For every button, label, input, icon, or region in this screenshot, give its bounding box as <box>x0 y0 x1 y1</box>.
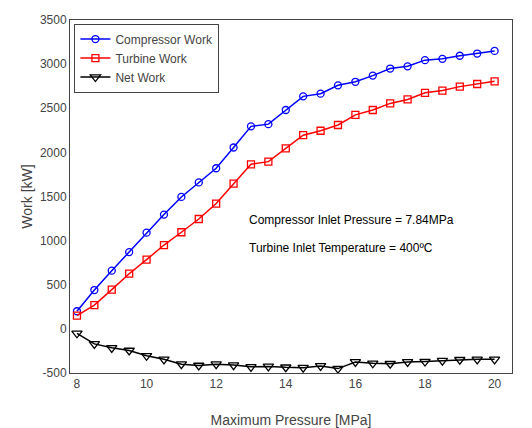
svg-text:16: 16 <box>349 377 363 391</box>
svg-text:Compressor Inlet Pressure = 7.: Compressor Inlet Pressure = 7.84MPa <box>249 213 454 227</box>
svg-text:10: 10 <box>140 377 154 391</box>
svg-text:2500: 2500 <box>40 101 67 115</box>
svg-text:1500: 1500 <box>40 190 67 204</box>
svg-text:Net Work: Net Work <box>115 71 166 85</box>
svg-text:Maximum Pressure [MPa]: Maximum Pressure [MPa] <box>210 412 371 428</box>
svg-text:3500: 3500 <box>40 13 67 27</box>
svg-text:2000: 2000 <box>40 146 67 160</box>
svg-text:3000: 3000 <box>40 57 67 71</box>
svg-text:500: 500 <box>47 278 67 292</box>
svg-text:12: 12 <box>209 377 223 391</box>
svg-text:14: 14 <box>279 377 293 391</box>
svg-text:18: 18 <box>418 377 432 391</box>
svg-text:Turbine Inlet Temperature = 40: Turbine Inlet Temperature = 400ºC <box>249 241 433 255</box>
svg-text:Work [kW]: Work [kW] <box>19 164 35 228</box>
svg-text:20: 20 <box>488 377 502 391</box>
svg-text:0: 0 <box>60 322 67 336</box>
svg-text:Turbine Work: Turbine Work <box>115 52 187 66</box>
svg-text:Compressor Work: Compressor Work <box>115 33 212 47</box>
svg-text:-500: -500 <box>43 366 67 380</box>
svg-text:1000: 1000 <box>40 234 67 248</box>
svg-text:8: 8 <box>74 377 81 391</box>
